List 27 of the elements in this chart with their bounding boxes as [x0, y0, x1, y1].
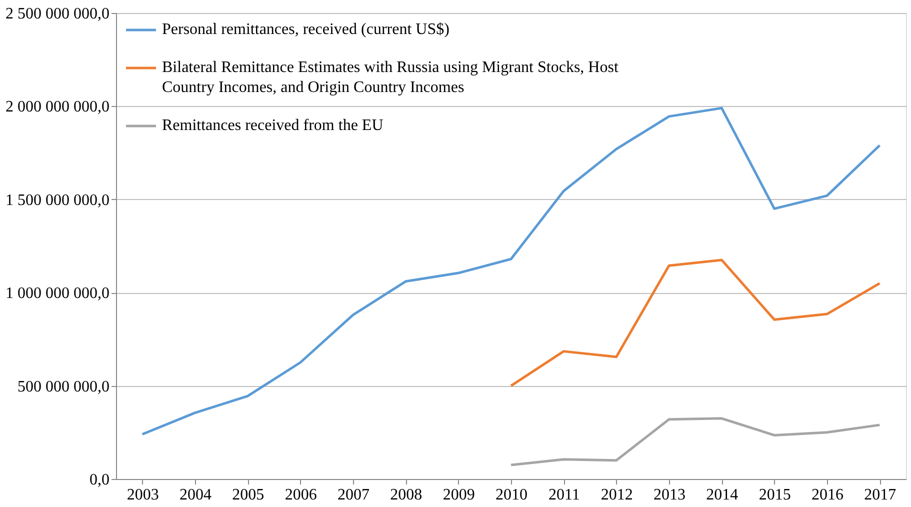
- x-tick-label: 2012: [600, 486, 633, 504]
- line-series: [510, 258, 881, 388]
- legend-label: Bilateral Remittance Estimates with Russia using Migrant Stocks, Host Country Incomes, and Origin Country Incomes: [162, 59, 619, 96]
- x-tick-label: 2008: [390, 486, 422, 504]
- y-tick-label: 0,0: [90, 472, 110, 488]
- x-tick-label: 2014: [706, 486, 738, 504]
- y-tick-label: 500 000 000,0: [18, 378, 110, 396]
- x-tick-label: 2007: [338, 486, 370, 504]
- x-tick-label: 2016: [812, 486, 844, 504]
- x-tick-label: 2004: [180, 486, 212, 504]
- x-tick-label: 2015: [758, 486, 791, 504]
- y-tick-label: 2 500 000 000,0: [6, 6, 110, 22]
- line-series: [510, 417, 881, 466]
- x-tick-label: 2013: [654, 486, 686, 504]
- legend-label: Remittances received from the EU: [162, 117, 384, 134]
- line-series: [141, 106, 881, 436]
- x-tick-label: 2011: [548, 486, 580, 504]
- x-tick-label: 2003: [126, 486, 159, 504]
- x-tick-label: 2006: [284, 486, 317, 504]
- y-tick-label: 1 000 000 000,0: [6, 285, 110, 302]
- x-tick-label: 2017: [864, 486, 896, 504]
- legend-label: Personal remittances, received (current US$): [162, 21, 450, 38]
- x-tick-label: 2005: [232, 486, 264, 504]
- y-tick-label: 2 000 000 000,0: [6, 98, 110, 116]
- y-tick-label: 1 500 000 000,0: [6, 192, 110, 209]
- x-tick-label: 2009: [442, 486, 475, 504]
- x-tick-label: 2010: [496, 486, 528, 504]
